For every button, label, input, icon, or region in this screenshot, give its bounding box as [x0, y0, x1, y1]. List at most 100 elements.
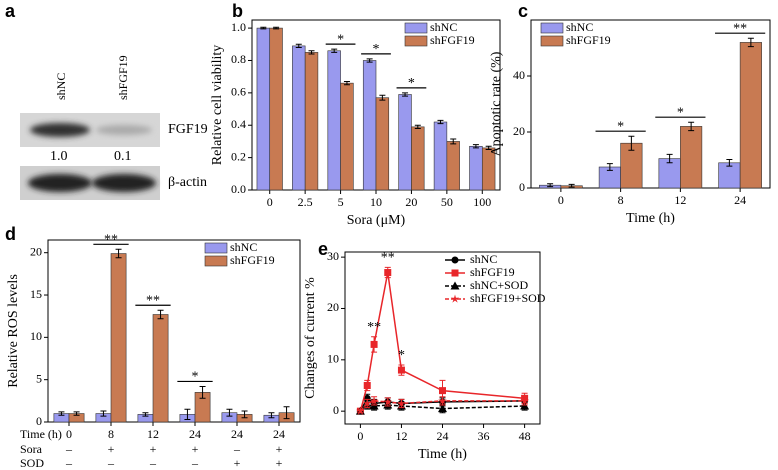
marker [438, 404, 447, 413]
x-tick-label: 8 [108, 427, 114, 441]
legend-marker [450, 294, 460, 303]
panel-label: c [518, 1, 528, 21]
marker [369, 401, 379, 410]
row-value: – [65, 442, 73, 456]
x-tick-label: 12 [395, 429, 407, 443]
legend-marker [451, 256, 459, 264]
x-tick-label: 8 [618, 193, 624, 207]
legend-label: shNC [566, 20, 593, 34]
row-value: + [108, 442, 115, 456]
error-bar [472, 144, 479, 149]
error-bar [606, 163, 613, 171]
ratio: 0.1 [114, 149, 132, 164]
error-bar [666, 153, 673, 164]
x-tick-label: 24 [231, 427, 243, 441]
row-label: Sora [20, 442, 43, 456]
significance: * [337, 32, 344, 47]
legend-swatch [204, 255, 228, 267]
y-tick-label: 0 [333, 403, 339, 417]
error-bar [414, 124, 421, 129]
panel-label: a [5, 1, 16, 21]
x-tick-label: 24 [437, 429, 449, 443]
marker [383, 397, 393, 406]
significance: * [617, 119, 624, 134]
marker [438, 396, 447, 405]
row-label: SOD [20, 456, 44, 470]
significance: ** [146, 293, 160, 308]
legend-label: shNC [470, 252, 497, 266]
error-bar [485, 145, 492, 151]
y-tick-label: 20 [30, 244, 42, 258]
error-bar [199, 385, 206, 399]
x-tick-label: 48 [519, 429, 531, 443]
y-tick-label: 20 [513, 124, 525, 138]
bar [680, 126, 703, 189]
bar [411, 126, 425, 191]
significance: * [373, 42, 380, 57]
marker [363, 381, 371, 389]
legend-label: shFGF19 [230, 253, 275, 267]
error-bar [283, 406, 290, 420]
x-tick-label: 0 [66, 427, 72, 441]
lane-label: shNC [54, 73, 68, 100]
bar [362, 60, 377, 191]
marker [363, 394, 371, 402]
bar [152, 314, 169, 423]
marker [356, 406, 365, 415]
y-tick-label: 0.4 [231, 117, 246, 131]
marker [397, 366, 405, 374]
significance: ** [104, 233, 118, 248]
error-bar [58, 411, 65, 416]
marker [439, 387, 446, 395]
bar [304, 52, 319, 191]
bar [256, 27, 271, 191]
error-bar [100, 410, 107, 417]
x-tick-label: 5 [338, 195, 344, 209]
band-label: β-actin [168, 175, 207, 190]
bar [446, 141, 460, 191]
significance: ** [381, 251, 395, 266]
row-value: + [234, 456, 241, 470]
row-value: + [192, 442, 199, 456]
x-tick-label: 100 [473, 195, 491, 209]
legend-label: shFGF19+SOD [470, 291, 546, 305]
bar [739, 42, 762, 189]
error-bar [273, 26, 280, 30]
significance: * [408, 76, 415, 91]
legend-label: shFGF19 [566, 33, 611, 47]
x-axis-label: Time (h) [626, 211, 675, 226]
significance: * [192, 370, 199, 385]
bar [398, 94, 412, 191]
bar [110, 253, 127, 423]
x-axis-label: Sora (μM) [347, 213, 406, 228]
y-axis-label: Relative cell viability [210, 45, 225, 166]
bar [469, 145, 483, 191]
y-axis-label: Changes of current % [303, 277, 318, 399]
x-axis-label: Time (h) [418, 447, 467, 462]
error-bar [450, 138, 457, 145]
error-bar [726, 158, 733, 167]
row-value: – [233, 442, 241, 456]
legend-swatch [540, 22, 564, 34]
x-tick-label: 10 [370, 195, 382, 209]
legend-marker [450, 281, 460, 290]
row-value: – [107, 456, 115, 470]
plot-frame [47, 239, 301, 423]
x-tick-label: 2.5 [298, 195, 313, 209]
row-label: Time (h) [20, 427, 62, 441]
error-bar [308, 50, 315, 55]
marker [520, 401, 530, 410]
band [96, 125, 152, 135]
bar [327, 50, 341, 191]
bar [375, 97, 390, 191]
y-tick-label: 20 [327, 300, 339, 314]
marker [370, 340, 378, 348]
legend-label: shNC+SOD [470, 278, 528, 292]
row-value: + [276, 456, 283, 470]
error-bar [688, 121, 695, 132]
error-bar [568, 183, 575, 188]
x-tick-label: 24 [189, 427, 201, 441]
x-tick-label: 24 [734, 193, 746, 207]
error-bar [73, 411, 80, 416]
y-tick-label: 1.0 [231, 20, 246, 34]
